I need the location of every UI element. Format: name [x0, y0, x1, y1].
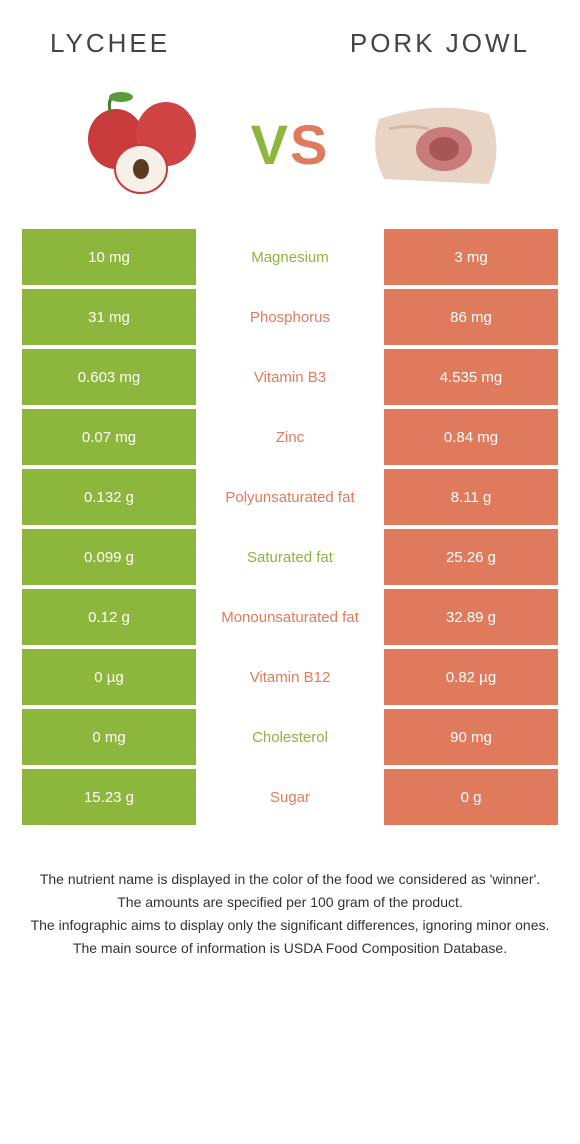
vs-v: V — [251, 113, 290, 176]
value-left: 0 µg — [22, 649, 196, 705]
value-left: 10 mg — [22, 229, 196, 285]
value-right: 0 g — [384, 769, 558, 825]
nutrient-label: Magnesium — [196, 229, 384, 285]
table-row: 0.099 gSaturated fat25.26 g — [22, 529, 558, 585]
table-row: 31 mgPhosphorus86 mg — [22, 289, 558, 345]
table-row: 0.132 gPolyunsaturated fat8.11 g — [22, 469, 558, 525]
value-left: 0.12 g — [22, 589, 196, 645]
value-right: 0.84 mg — [384, 409, 558, 465]
table-row: 0.603 mgVitamin B34.535 mg — [22, 349, 558, 405]
pork-jowl-image — [359, 89, 509, 199]
value-left: 0.099 g — [22, 529, 196, 585]
value-left: 15.23 g — [22, 769, 196, 825]
comparison-table: 10 mgMagnesium3 mg31 mgPhosphorus86 mg0.… — [22, 229, 558, 825]
table-row: 10 mgMagnesium3 mg — [22, 229, 558, 285]
nutrient-label: Vitamin B12 — [196, 649, 384, 705]
value-left: 0.132 g — [22, 469, 196, 525]
vs-label: VS — [251, 112, 330, 177]
table-row: 0 µgVitamin B120.82 µg — [22, 649, 558, 705]
footer-line-2: The amounts are specified per 100 gram o… — [30, 892, 550, 913]
nutrient-label: Phosphorus — [196, 289, 384, 345]
nutrient-label: Vitamin B3 — [196, 349, 384, 405]
table-row: 0 mgCholesterol90 mg — [22, 709, 558, 765]
value-left: 0.603 mg — [22, 349, 196, 405]
table-row: 15.23 gSugar0 g — [22, 769, 558, 825]
value-left: 31 mg — [22, 289, 196, 345]
value-left: 0 mg — [22, 709, 196, 765]
food-left-title: LYCHEE — [50, 28, 170, 59]
footer-notes: The nutrient name is displayed in the co… — [0, 829, 580, 959]
value-right: 0.82 µg — [384, 649, 558, 705]
food-right-title: PORK JOWL — [350, 28, 530, 59]
value-left: 0.07 mg — [22, 409, 196, 465]
value-right: 32.89 g — [384, 589, 558, 645]
nutrient-label: Cholesterol — [196, 709, 384, 765]
value-right: 8.11 g — [384, 469, 558, 525]
vs-s: S — [290, 113, 329, 176]
nutrient-label: Zinc — [196, 409, 384, 465]
value-right: 3 mg — [384, 229, 558, 285]
lychee-image — [71, 89, 221, 199]
footer-line-4: The main source of information is USDA F… — [30, 938, 550, 959]
value-right: 25.26 g — [384, 529, 558, 585]
table-row: 0.07 mgZinc0.84 mg — [22, 409, 558, 465]
nutrient-label: Polyunsaturated fat — [196, 469, 384, 525]
nutrient-label: Saturated fat — [196, 529, 384, 585]
value-right: 90 mg — [384, 709, 558, 765]
value-right: 4.535 mg — [384, 349, 558, 405]
footer-line-3: The infographic aims to display only the… — [30, 915, 550, 936]
header-row: LYCHEE PORK JOWL — [0, 0, 580, 79]
vs-row: VS — [0, 79, 580, 229]
value-right: 86 mg — [384, 289, 558, 345]
nutrient-label: Sugar — [196, 769, 384, 825]
table-row: 0.12 gMonounsaturated fat32.89 g — [22, 589, 558, 645]
nutrient-label: Monounsaturated fat — [196, 589, 384, 645]
footer-line-1: The nutrient name is displayed in the co… — [30, 869, 550, 890]
